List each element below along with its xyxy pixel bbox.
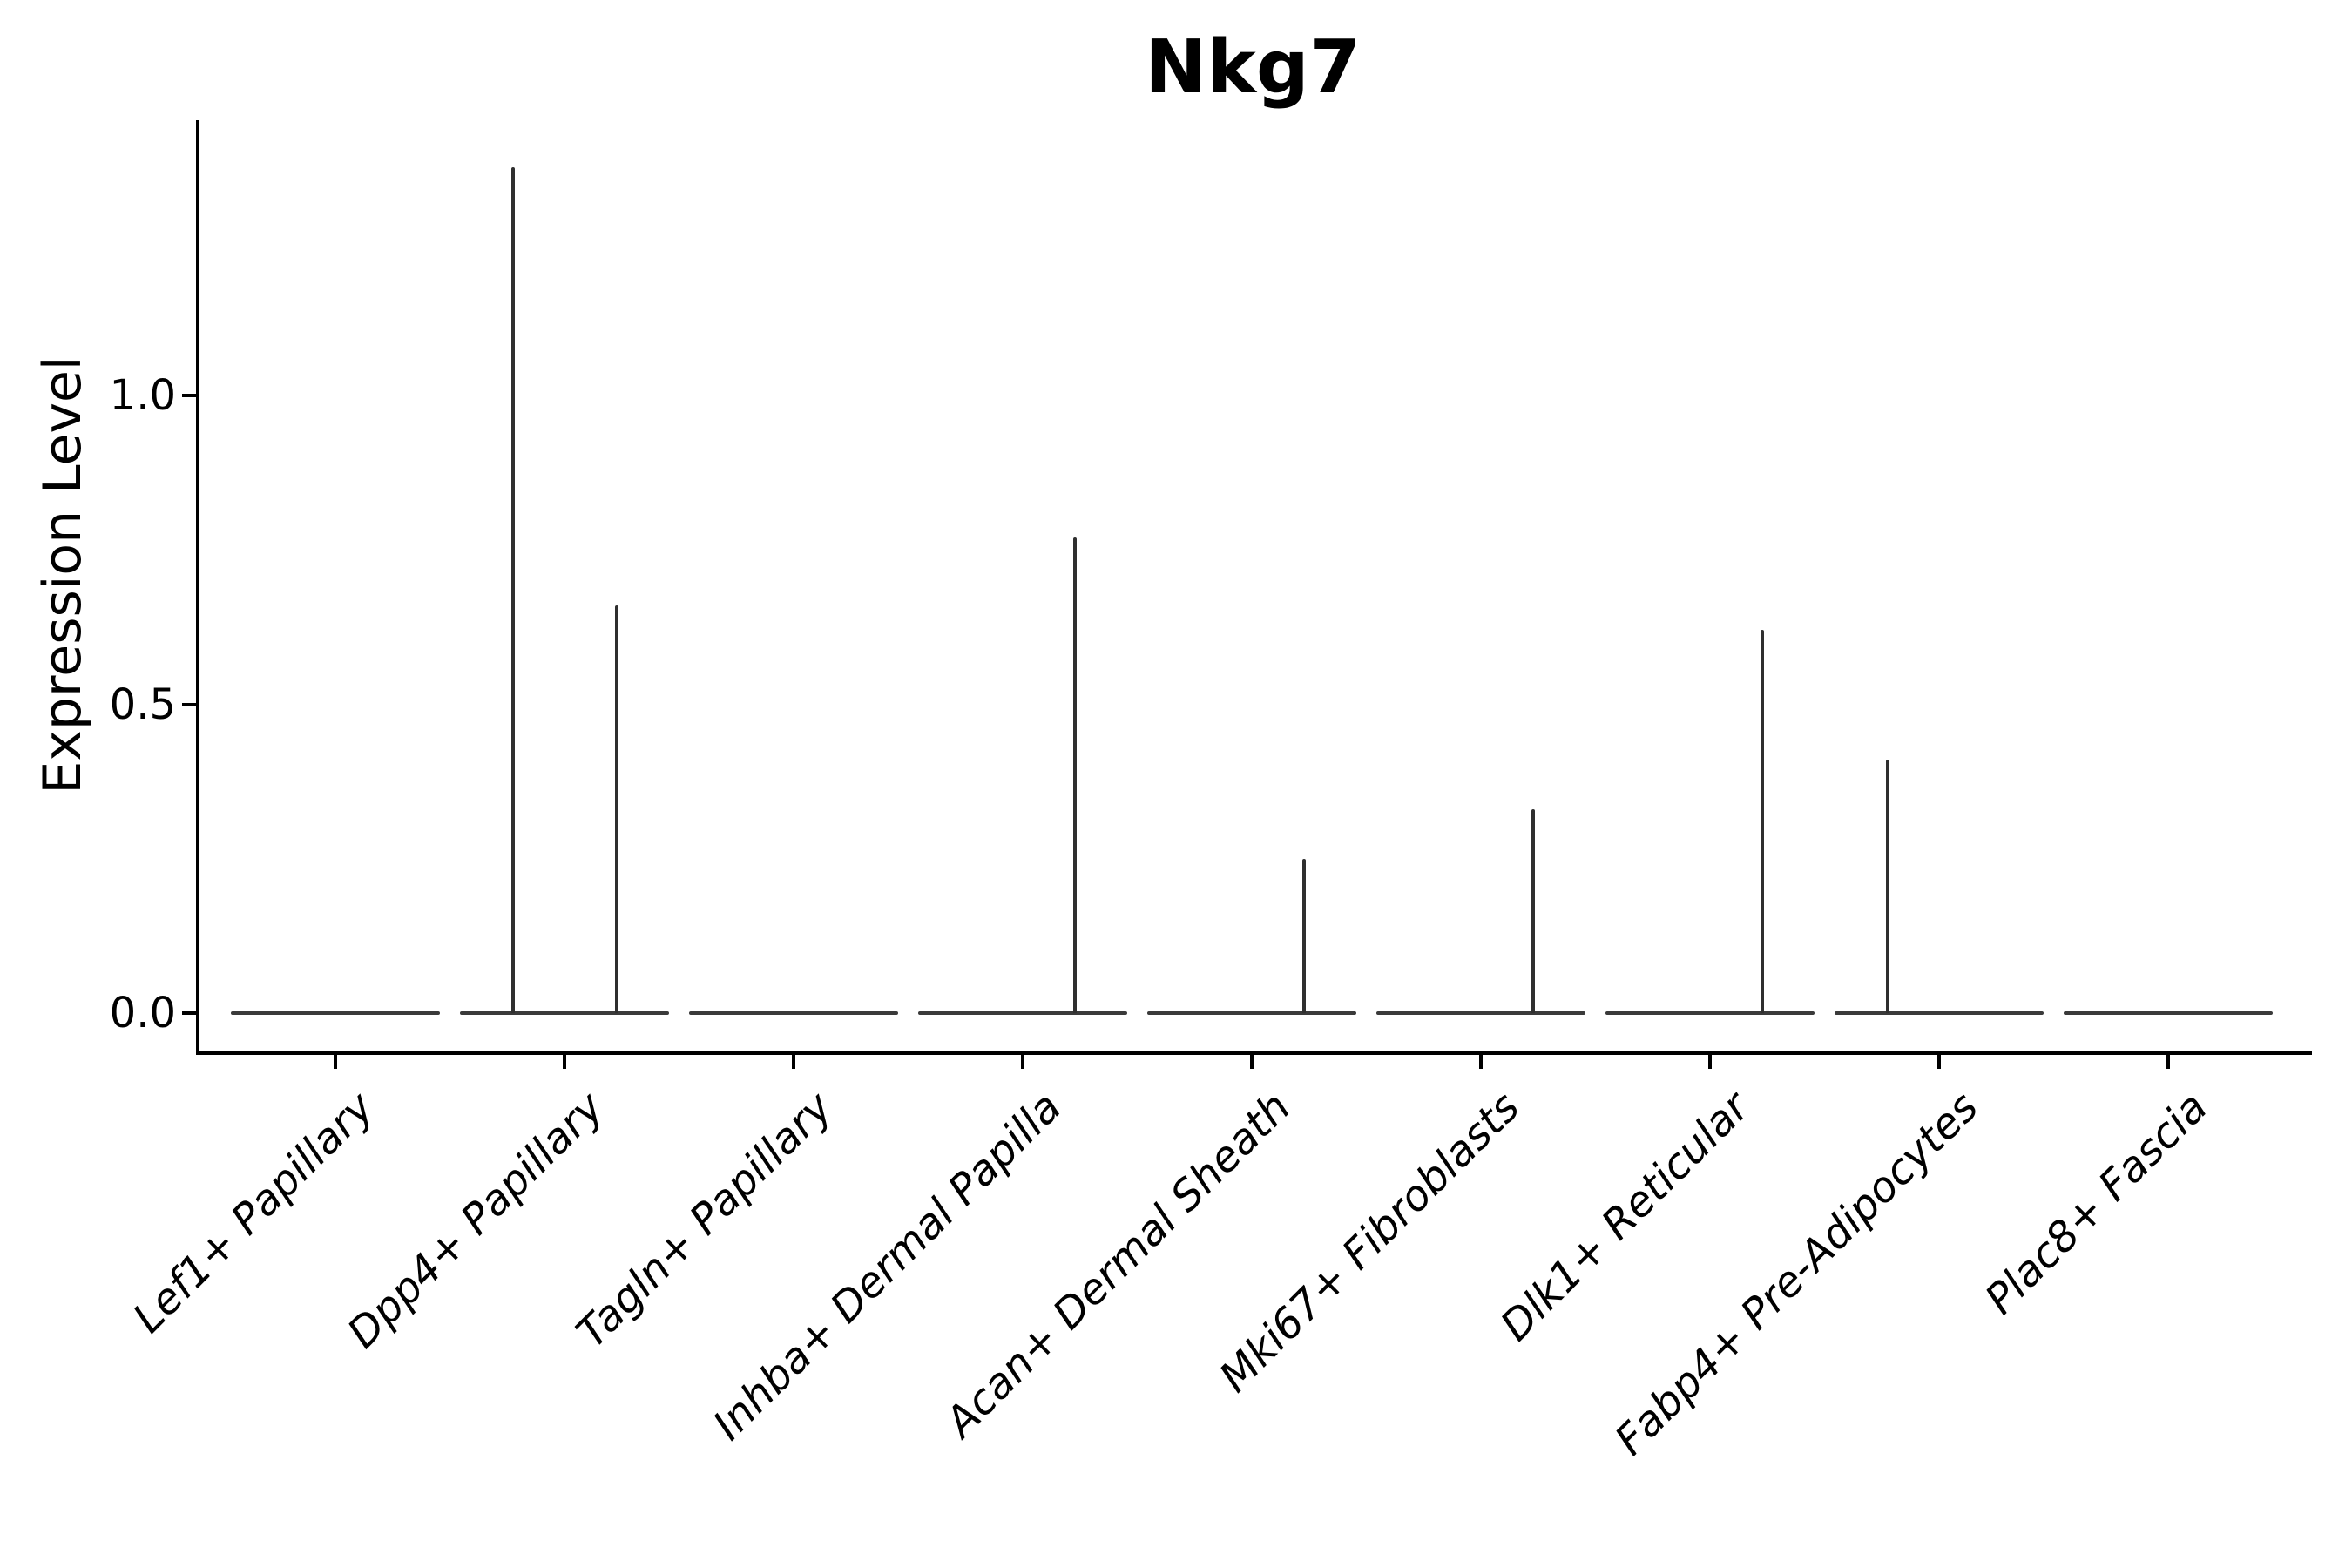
violin-spike bbox=[1301, 858, 1306, 1013]
y-axis-tick-label: 0.0 bbox=[109, 989, 176, 1037]
violin-spike bbox=[1760, 630, 1764, 1013]
y-axis-tick-label: 0.5 bbox=[109, 679, 176, 729]
x-axis-tick bbox=[1479, 1055, 1483, 1069]
violin-baseline bbox=[689, 1011, 898, 1015]
x-axis-tick-label: Dlk1+ Reticular bbox=[1490, 1083, 1759, 1351]
y-axis-tick bbox=[182, 1011, 196, 1015]
y-axis-tick bbox=[182, 702, 196, 706]
x-axis-tick-label: Plac8+ Fascia bbox=[1975, 1083, 2217, 1324]
violin-spike bbox=[510, 166, 515, 1013]
x-axis-tick bbox=[1250, 1055, 1254, 1069]
x-axis-tick bbox=[1021, 1055, 1024, 1069]
y-axis-label: Expression Level bbox=[32, 355, 93, 794]
violin-spike bbox=[614, 605, 618, 1013]
x-axis-spine bbox=[196, 1051, 2312, 1055]
x-axis-tick-label: Lef1+ Papillary bbox=[124, 1083, 384, 1343]
violin-spike bbox=[1072, 537, 1077, 1013]
violin-baseline bbox=[460, 1011, 669, 1015]
x-axis-tick bbox=[2166, 1055, 2170, 1069]
x-axis-tick-label: Fabp4+ Pre-Adipocytes bbox=[1605, 1083, 1988, 1465]
violin-baseline bbox=[1147, 1011, 1356, 1015]
violin-baseline bbox=[1835, 1011, 2044, 1015]
y-axis-spine bbox=[196, 120, 199, 1055]
x-axis-tick-label: Tagln+ Papillary bbox=[567, 1083, 842, 1358]
violin-baseline bbox=[231, 1011, 440, 1015]
x-axis-tick bbox=[563, 1055, 566, 1069]
violin-baseline bbox=[1376, 1011, 1585, 1015]
y-axis-tick bbox=[182, 394, 196, 397]
x-axis-tick bbox=[792, 1055, 795, 1069]
x-axis-tick-label: Dpp4+ Papillary bbox=[338, 1083, 613, 1358]
violin-spike bbox=[1531, 809, 1535, 1013]
violin-baseline bbox=[2064, 1011, 2273, 1015]
violin-baseline bbox=[918, 1011, 1127, 1015]
violin-baseline bbox=[1605, 1011, 1815, 1015]
x-axis-tick bbox=[1937, 1055, 1941, 1069]
chart-title: Nkg7 bbox=[1145, 24, 1361, 111]
x-axis-tick bbox=[334, 1055, 337, 1069]
x-axis-tick bbox=[1708, 1055, 1712, 1069]
y-axis-tick-label: 1.0 bbox=[109, 371, 176, 420]
violin-spike bbox=[1885, 760, 1889, 1013]
